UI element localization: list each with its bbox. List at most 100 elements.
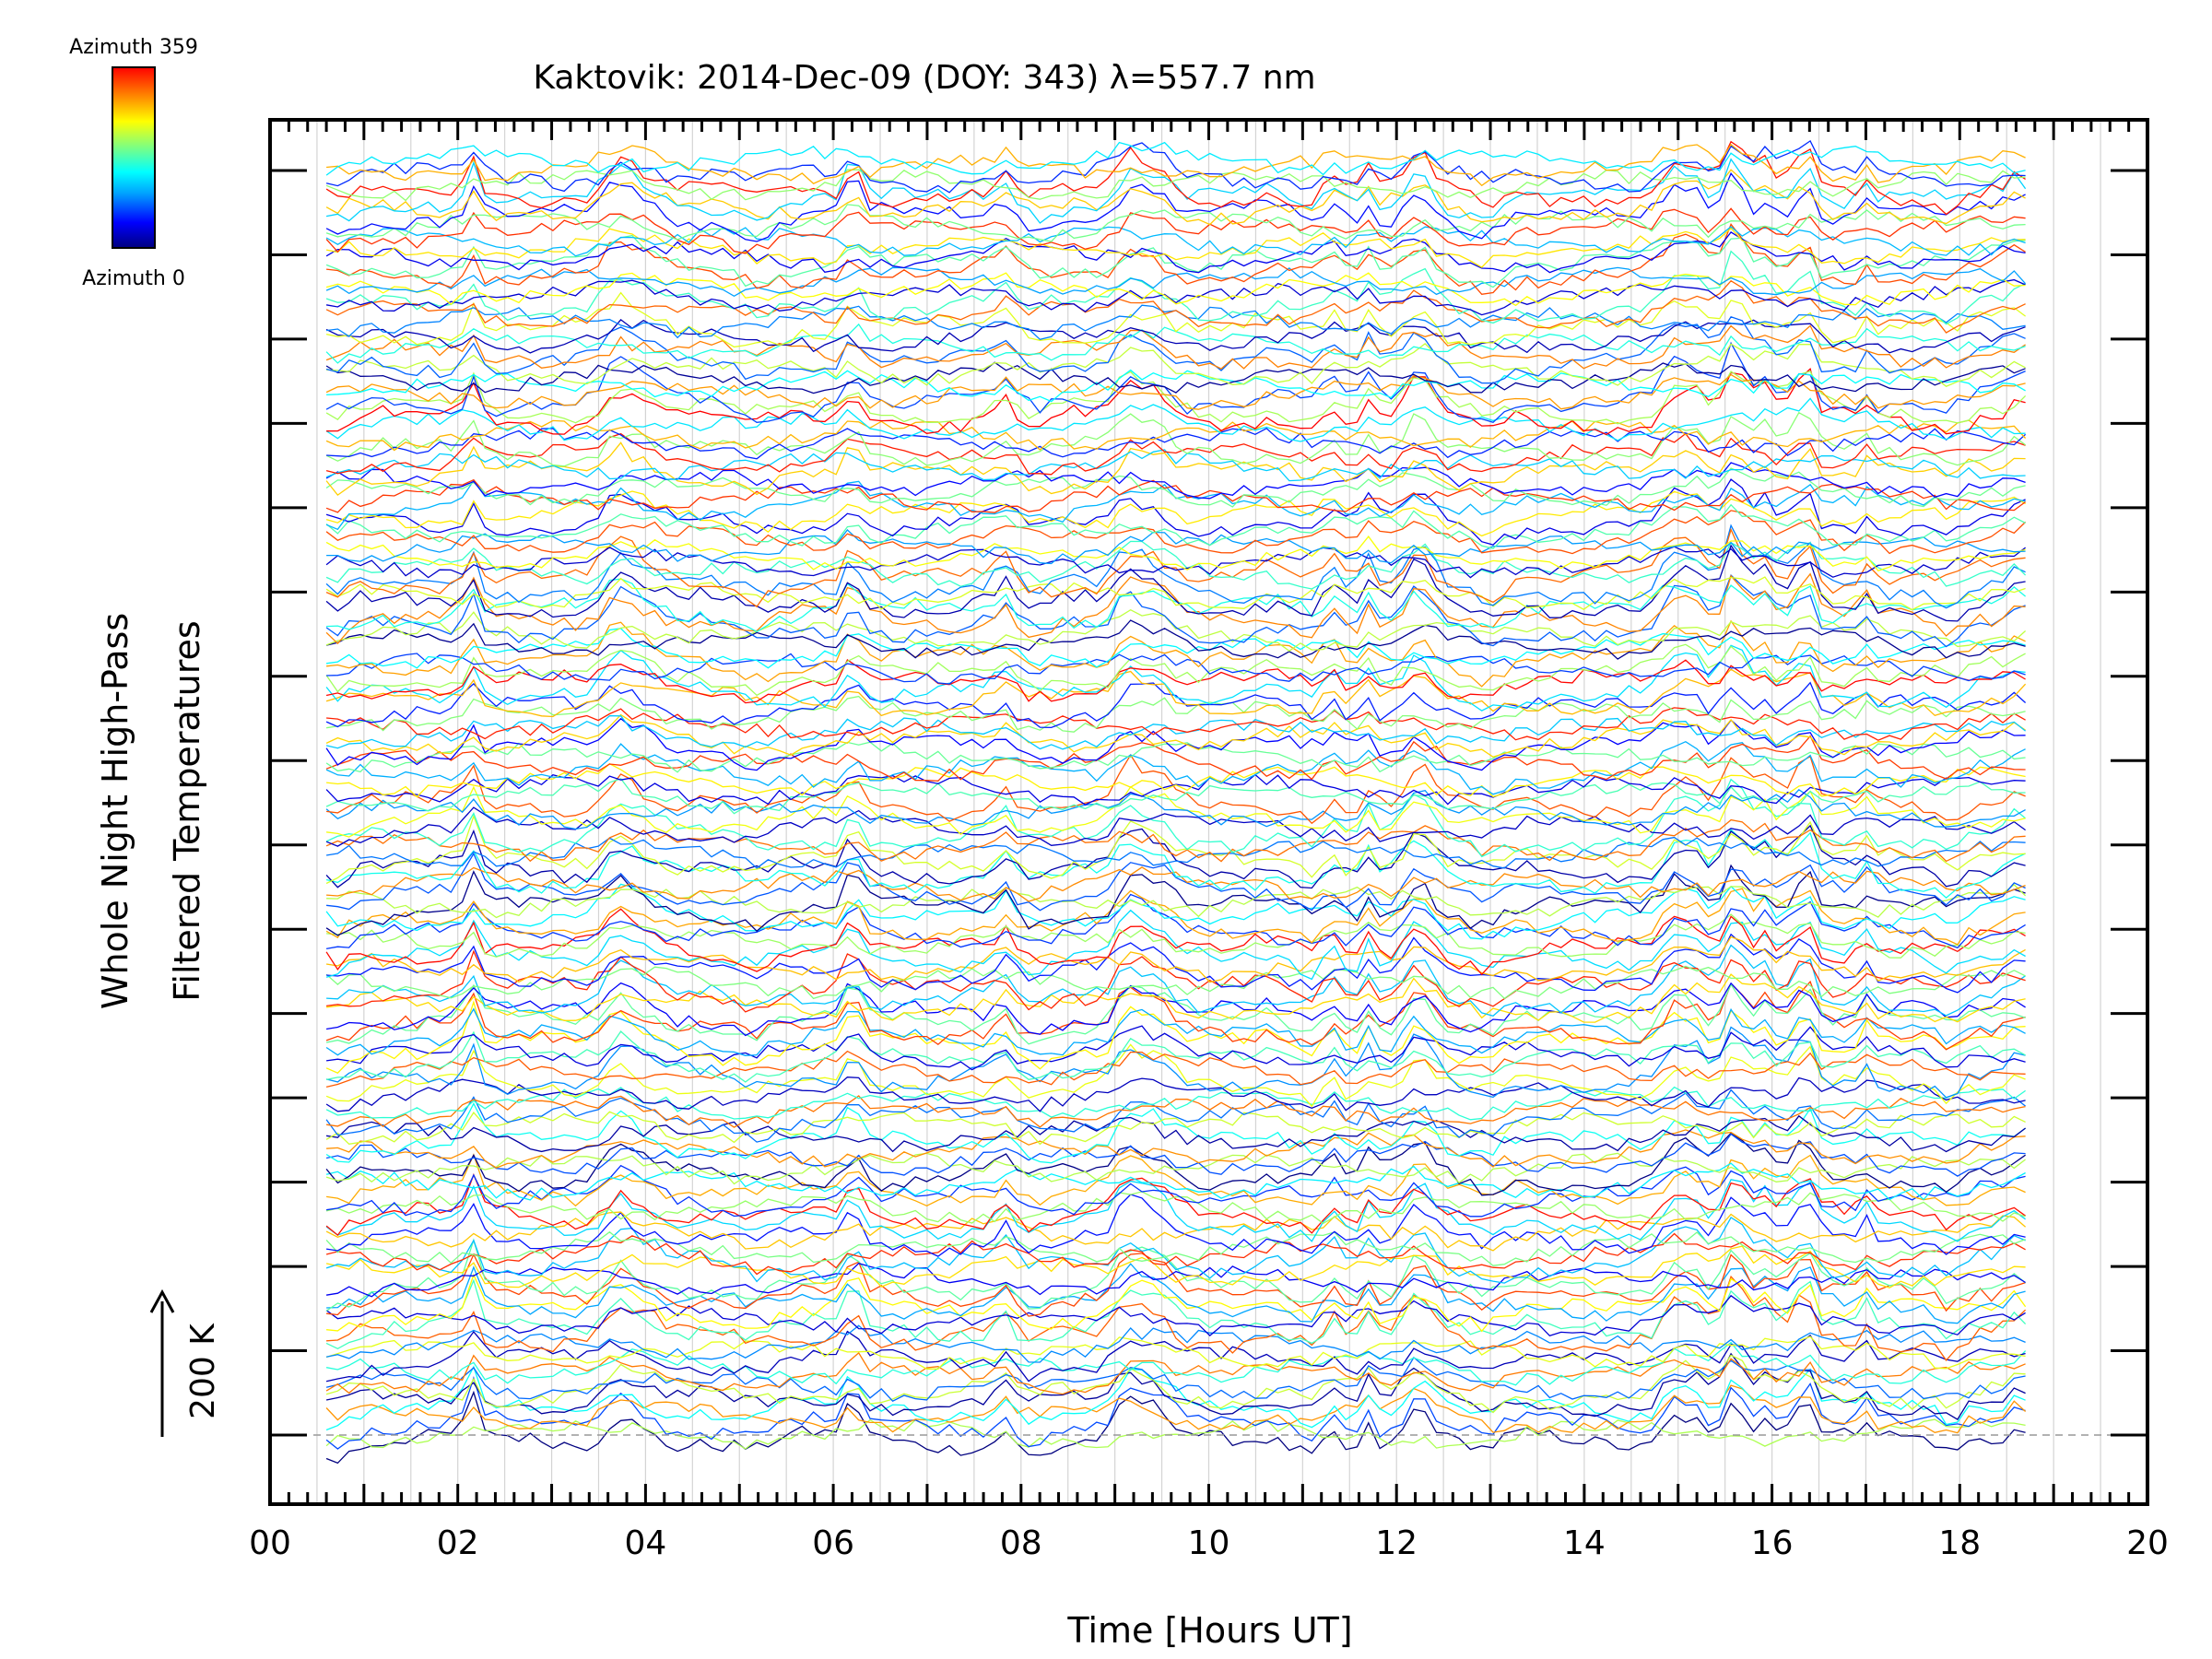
azimuth-trace — [325, 204, 2026, 242]
azimuth-trace — [325, 278, 2026, 316]
azimuth-trace — [326, 653, 2026, 685]
temperature-traces — [325, 139, 2027, 1465]
azimuth-trace — [325, 643, 2026, 697]
azimuth-trace — [326, 343, 2026, 387]
azimuth-trace — [325, 668, 2027, 718]
azimuth-trace — [325, 478, 2026, 546]
azimuth-trace — [325, 1030, 2026, 1083]
azimuth-trace — [326, 1153, 2026, 1207]
azimuth-trace — [325, 227, 2026, 268]
x-tick-label: 04 — [624, 1524, 666, 1562]
azimuth-trace — [325, 441, 2026, 496]
azimuth-trace — [326, 1095, 2026, 1128]
azimuth-trace — [325, 1354, 2026, 1414]
azimuth-trace — [325, 479, 2026, 531]
scale-bar: 200 K — [149, 1288, 222, 1437]
azimuth-trace — [325, 1365, 2026, 1431]
azimuth-trace — [326, 529, 2026, 565]
azimuth-trace — [325, 1341, 2027, 1386]
azimuth-trace — [325, 788, 2026, 830]
azimuth-trace — [326, 973, 2026, 1023]
azimuth-trace — [325, 1356, 2026, 1403]
azimuth-trace — [325, 1043, 2026, 1108]
azimuth-trace — [325, 864, 2026, 936]
azimuth-trace — [325, 419, 2027, 452]
azimuth-trace — [325, 659, 2026, 704]
azimuth-trace — [325, 1262, 2026, 1298]
y-axis-label-line1: Whole Night High-Pass — [95, 613, 135, 1009]
azimuth-trace — [325, 272, 2026, 307]
colorbar — [112, 66, 156, 249]
azimuth-trace — [325, 1026, 2026, 1099]
azimuth-trace — [326, 1253, 2026, 1317]
azimuth-trace — [325, 1132, 2026, 1196]
azimuth-trace — [325, 574, 2026, 648]
azimuth-trace — [325, 909, 2026, 981]
azimuth-trace — [325, 1351, 2026, 1395]
azimuth-trace — [325, 888, 2026, 946]
x-tick-label: 10 — [1188, 1524, 1230, 1562]
azimuth-trace — [326, 1275, 2027, 1361]
azimuth-trace — [325, 778, 2026, 815]
azimuth-trace — [325, 169, 2026, 202]
azimuth-trace — [325, 341, 2026, 424]
y-axis-ticks — [270, 169, 2147, 1437]
azimuth-trace — [325, 814, 2026, 885]
azimuth-trace — [325, 171, 2026, 242]
azimuth-trace — [326, 707, 2026, 741]
azimuth-trace — [326, 935, 2026, 983]
azimuth-trace — [325, 411, 2026, 467]
azimuth-trace — [326, 369, 2026, 403]
azimuth-trace — [325, 535, 2026, 571]
azimuth-trace — [325, 231, 2026, 274]
azimuth-trace — [325, 291, 2026, 348]
x-tick-label: 00 — [249, 1524, 291, 1562]
azimuth-trace — [325, 608, 2027, 653]
azimuth-trace — [325, 982, 2026, 1037]
azimuth-trace — [326, 884, 2027, 919]
azimuth-trace — [325, 544, 2026, 622]
azimuth-trace — [325, 1335, 2026, 1370]
azimuth-trace — [325, 1007, 2026, 1056]
azimuth-trace — [325, 1133, 2026, 1177]
y-axis-label-line2: Filtered Temperatures — [167, 620, 207, 1001]
azimuth-trace — [325, 1324, 2026, 1363]
azimuth-trace — [326, 944, 2026, 1018]
azimuth-trace — [325, 893, 2026, 950]
azimuth-trace — [325, 324, 2026, 370]
azimuth-trace — [325, 1217, 2026, 1284]
azimuth-trace — [325, 266, 2027, 298]
azimuth-trace — [326, 367, 2026, 436]
azimuth-trace — [326, 933, 2026, 994]
azimuth-trace — [325, 432, 2026, 476]
azimuth-trace — [326, 866, 2026, 902]
azimuth-trace — [325, 397, 2026, 442]
azimuth-trace — [325, 250, 2026, 325]
scale-bar-label: 200 K — [184, 1323, 222, 1419]
azimuth-trace — [325, 741, 2026, 773]
colorbar-top-label: Azimuth 359 — [69, 36, 198, 59]
azimuth-trace — [325, 373, 2026, 410]
azimuth-trace — [325, 503, 2026, 549]
azimuth-trace — [325, 735, 2026, 782]
azimuth-trace — [325, 207, 2026, 254]
azimuth-trace — [325, 1375, 2026, 1450]
azimuth-trace — [325, 1245, 2026, 1288]
azimuth-trace — [326, 1263, 2026, 1324]
azimuth-trace — [325, 1330, 2026, 1382]
azimuth-trace — [325, 1088, 2026, 1143]
azimuth-trace — [325, 572, 2026, 645]
azimuth-trace — [325, 478, 2026, 513]
azimuth-trace — [325, 1238, 2027, 1312]
azimuth-trace — [325, 361, 2026, 394]
azimuth-trace — [325, 1418, 2026, 1450]
azimuth-trace — [326, 852, 2026, 912]
azimuth-trace — [325, 980, 2026, 1051]
azimuth-trace — [325, 824, 2026, 889]
azimuth-trace — [325, 462, 2026, 500]
azimuth-trace — [325, 510, 2027, 555]
x-tick-labels: 00 02 04 06 08 10 12 14 16 18 20 — [249, 1524, 2169, 1562]
azimuth-trace — [326, 578, 2027, 633]
azimuth-trace — [325, 540, 2027, 590]
